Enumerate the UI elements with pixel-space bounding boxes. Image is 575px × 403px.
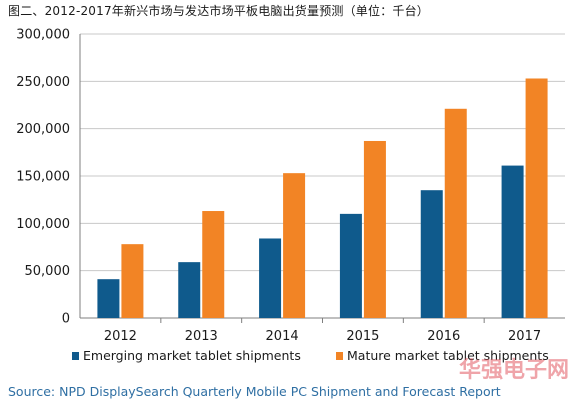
bar-emerging-2016 xyxy=(420,190,443,318)
legend-label-mature: Mature market tablet shipments xyxy=(347,348,549,363)
legend-swatch-mature xyxy=(336,352,343,360)
bar-emerging-2012 xyxy=(97,279,120,318)
bar-mature-2013 xyxy=(202,211,225,318)
chart-title: 图二、2012-2017年新兴市场与发达市场平板电脑出货量预测（单位：千台） xyxy=(8,4,430,18)
y-tick-label: 300,000 xyxy=(16,28,70,43)
y-tick-label: 100,000 xyxy=(16,217,70,232)
y-tick-label: 0 xyxy=(62,312,70,327)
x-tick-label: 2014 xyxy=(266,329,299,344)
bar-emerging-2013 xyxy=(178,262,201,318)
legend-swatch-emerging xyxy=(72,352,79,360)
y-tick-label: 250,000 xyxy=(16,75,70,90)
x-tick-label: 2016 xyxy=(427,329,460,344)
y-axis-ticks: 0 50,000 100,000 150,000 200,000 250,000 300,0… xyxy=(16,28,70,327)
bar-emerging-2015 xyxy=(339,213,362,318)
gridlines xyxy=(79,33,565,319)
bar-mature-2017 xyxy=(525,78,548,318)
y-tick-label: 50,000 xyxy=(25,264,71,279)
bar-emerging-2017 xyxy=(501,165,524,318)
x-tick-label: 2012 xyxy=(104,329,137,344)
legend: Emerging market tablet shipments Mature m… xyxy=(72,348,549,363)
watermark-logo: 华强电子网 xyxy=(458,358,569,383)
y-tick-label: 150,000 xyxy=(16,170,70,185)
bar-mature-2015 xyxy=(363,140,386,318)
y-tick-label: 200,000 xyxy=(16,122,70,137)
bar-mature-2012 xyxy=(121,244,144,318)
x-tick-label: 2013 xyxy=(185,329,218,344)
bar-mature-2014 xyxy=(283,173,306,318)
bars xyxy=(97,78,548,318)
x-tick-label: 2015 xyxy=(346,329,379,344)
source-note: Source: NPD DisplaySearch Quarterly Mobi… xyxy=(8,384,501,399)
legend-label-emerging: Emerging market tablet shipments xyxy=(83,348,301,363)
x-tick-label: 2017 xyxy=(508,329,541,344)
x-axis-ticks: 2012 2013 2014 2015 2016 2017 xyxy=(104,318,541,344)
bar-emerging-2014 xyxy=(259,238,282,318)
bar-mature-2016 xyxy=(444,108,467,318)
